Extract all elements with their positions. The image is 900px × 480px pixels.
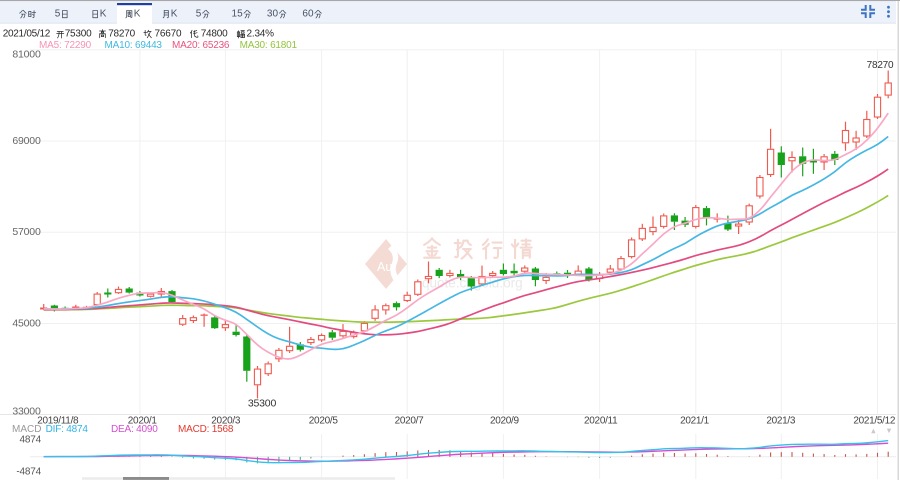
svg-text:3: 3	[267, 9, 273, 20]
svg-text:2020/5: 2020/5	[309, 415, 339, 426]
svg-text:4874: 4874	[20, 434, 42, 445]
svg-text:5: 5	[55, 9, 61, 20]
svg-text:78270: 78270	[108, 29, 135, 40]
svg-text:2021/1: 2021/1	[680, 415, 710, 426]
svg-text:74800: 74800	[201, 29, 228, 40]
svg-text:2019/11/8: 2019/11/8	[37, 415, 79, 426]
svg-text:-4874: -4874	[16, 467, 41, 478]
svg-text:2021/5/12: 2021/5/12	[853, 415, 896, 426]
svg-text:0: 0	[273, 9, 279, 20]
svg-text:K: K	[100, 9, 107, 20]
svg-text:MA30: 61801: MA30: 61801	[240, 40, 298, 51]
svg-text:69000: 69000	[12, 135, 41, 147]
svg-text:2021/3: 2021/3	[766, 415, 796, 426]
svg-text:DEA: 4090: DEA: 4090	[111, 424, 158, 435]
svg-text:2.34%: 2.34%	[247, 29, 275, 40]
svg-text:MACD: MACD	[12, 424, 41, 435]
svg-text:1: 1	[232, 9, 238, 20]
svg-text:K: K	[134, 9, 141, 20]
svg-text:2020/3: 2020/3	[211, 415, 241, 426]
svg-text:2020/1: 2020/1	[128, 415, 158, 426]
svg-text:2020/7: 2020/7	[395, 415, 425, 426]
svg-text:33000: 33000	[12, 405, 41, 417]
svg-text:76670: 76670	[155, 29, 182, 40]
svg-text:K: K	[171, 9, 178, 20]
svg-text:6: 6	[302, 9, 308, 20]
svg-text:MA20: 65236: MA20: 65236	[172, 40, 230, 51]
svg-text:75300: 75300	[65, 29, 92, 40]
svg-text:5: 5	[196, 9, 202, 20]
svg-text:MACD: 1568: MACD: 1568	[178, 424, 234, 435]
svg-text:MA5: 72290: MA5: 72290	[39, 40, 92, 51]
svg-text:0: 0	[308, 9, 314, 20]
svg-text:2021/05/12: 2021/05/12	[3, 29, 51, 40]
svg-text:2020/11: 2020/11	[584, 415, 618, 426]
svg-text:35300: 35300	[248, 398, 277, 410]
svg-text:78270: 78270	[867, 60, 894, 71]
svg-text:81000: 81000	[12, 49, 41, 61]
svg-text:Au: Au	[377, 260, 392, 274]
svg-text:MA10: 69443: MA10: 69443	[105, 40, 163, 51]
svg-text:45000: 45000	[12, 318, 41, 330]
svg-text:57000: 57000	[12, 226, 41, 238]
svg-text:5: 5	[237, 9, 243, 20]
svg-text:2020/9: 2020/9	[490, 415, 520, 426]
svg-text:DIF: 4874: DIF: 4874	[46, 424, 89, 435]
